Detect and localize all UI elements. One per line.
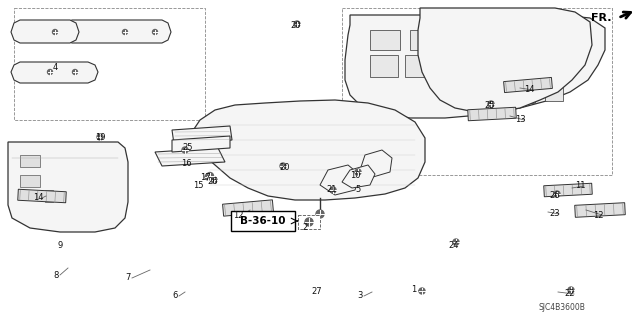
Circle shape [294, 21, 300, 27]
Text: 16: 16 [180, 159, 191, 167]
Text: 26: 26 [550, 191, 560, 201]
Circle shape [330, 187, 336, 193]
Polygon shape [405, 55, 435, 77]
Circle shape [207, 173, 214, 180]
Polygon shape [465, 45, 493, 65]
FancyBboxPatch shape [231, 211, 295, 231]
Polygon shape [504, 78, 552, 93]
Text: 11: 11 [575, 182, 585, 190]
Text: 1: 1 [412, 286, 417, 294]
Polygon shape [480, 75, 502, 97]
Polygon shape [20, 155, 40, 167]
Circle shape [419, 288, 425, 294]
Text: 8: 8 [53, 271, 59, 279]
Text: 20: 20 [291, 21, 301, 31]
Text: 17: 17 [200, 173, 211, 182]
Polygon shape [468, 20, 498, 38]
Polygon shape [345, 15, 605, 118]
Circle shape [355, 169, 361, 175]
Circle shape [488, 101, 494, 107]
Text: 19: 19 [95, 132, 105, 142]
Text: 27: 27 [312, 286, 323, 295]
Text: 6: 6 [172, 292, 178, 300]
FancyBboxPatch shape [298, 215, 320, 229]
Text: 5: 5 [355, 186, 360, 195]
Text: 4: 4 [52, 63, 58, 72]
Text: 15: 15 [193, 181, 204, 189]
Polygon shape [155, 148, 225, 166]
Text: 22: 22 [564, 290, 575, 299]
Polygon shape [320, 165, 360, 195]
Text: FR.: FR. [591, 13, 612, 23]
Polygon shape [342, 165, 375, 188]
Polygon shape [575, 203, 625, 217]
Polygon shape [45, 190, 53, 202]
Polygon shape [545, 85, 563, 101]
Circle shape [305, 218, 313, 226]
Text: 24: 24 [449, 241, 460, 249]
Text: 10: 10 [349, 170, 360, 180]
Polygon shape [360, 150, 392, 177]
Polygon shape [435, 20, 460, 38]
Polygon shape [172, 136, 230, 152]
Polygon shape [498, 50, 520, 68]
Circle shape [453, 239, 459, 245]
Circle shape [47, 70, 52, 75]
Polygon shape [515, 85, 535, 103]
Polygon shape [370, 55, 398, 77]
Text: 3: 3 [357, 292, 363, 300]
Circle shape [280, 163, 286, 169]
Polygon shape [20, 175, 40, 187]
Circle shape [72, 70, 77, 75]
Text: 25: 25 [484, 101, 495, 110]
Polygon shape [418, 8, 592, 112]
Polygon shape [223, 200, 273, 216]
Polygon shape [11, 62, 98, 83]
Circle shape [97, 134, 103, 140]
Text: SJC4B3600B: SJC4B3600B [539, 303, 586, 313]
Text: 2: 2 [302, 224, 308, 233]
Polygon shape [8, 142, 128, 232]
Circle shape [568, 287, 574, 293]
Text: 14: 14 [524, 85, 534, 94]
Polygon shape [188, 100, 425, 200]
Polygon shape [544, 183, 592, 197]
Polygon shape [370, 30, 400, 50]
Polygon shape [63, 20, 171, 43]
Polygon shape [468, 107, 516, 121]
Circle shape [205, 174, 211, 180]
Circle shape [52, 29, 58, 34]
Circle shape [211, 177, 217, 183]
Text: 25: 25 [183, 144, 193, 152]
Text: 12: 12 [233, 211, 243, 219]
Text: 13: 13 [515, 115, 525, 124]
Circle shape [182, 147, 188, 153]
Polygon shape [410, 30, 445, 50]
Text: B-36-10: B-36-10 [240, 216, 285, 226]
Text: 12: 12 [593, 211, 604, 219]
Polygon shape [505, 25, 530, 45]
Circle shape [122, 29, 127, 34]
Text: 14: 14 [33, 194, 44, 203]
Polygon shape [172, 126, 232, 144]
Text: 23: 23 [550, 210, 560, 219]
Text: 7: 7 [125, 273, 131, 283]
Circle shape [316, 210, 324, 218]
Polygon shape [445, 60, 470, 85]
Circle shape [152, 29, 157, 34]
Text: 20: 20 [280, 164, 291, 173]
Text: 21: 21 [327, 186, 337, 195]
Text: 9: 9 [58, 241, 63, 250]
Polygon shape [18, 189, 67, 203]
Text: 26: 26 [208, 176, 218, 186]
Polygon shape [11, 20, 79, 43]
Polygon shape [435, 45, 457, 65]
Circle shape [554, 191, 560, 197]
